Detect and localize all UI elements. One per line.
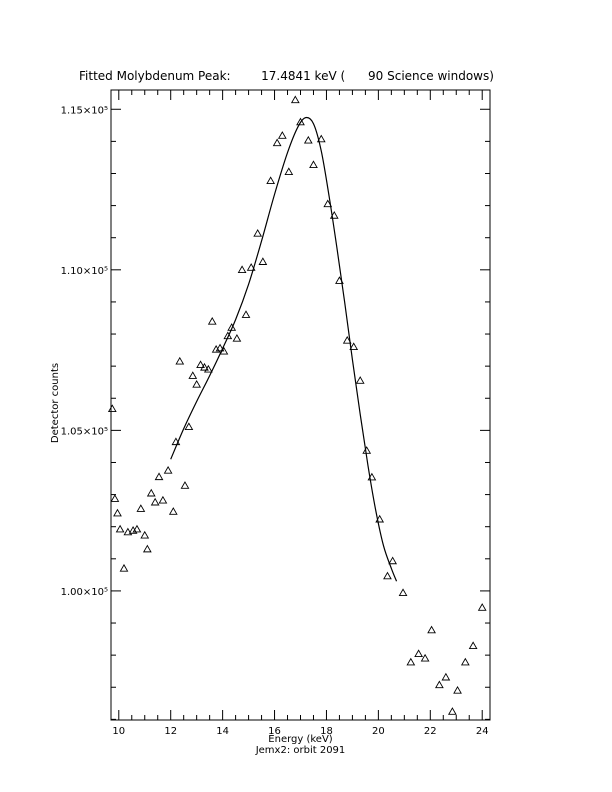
data-point bbox=[158, 495, 168, 504]
y-tick-label: 1.10×10⁵ bbox=[61, 266, 108, 277]
data-point bbox=[290, 95, 300, 104]
data-point bbox=[383, 571, 392, 580]
data-point bbox=[237, 265, 247, 273]
data-point bbox=[171, 437, 181, 446]
x-tick-label: 12 bbox=[164, 726, 177, 737]
chart-subtitle: Jemx2: orbit 2091 bbox=[255, 745, 346, 756]
data-point bbox=[447, 707, 457, 715]
data-point bbox=[215, 343, 225, 352]
data-point bbox=[223, 331, 233, 340]
data-point bbox=[132, 524, 142, 533]
x-tick-label: 16 bbox=[268, 726, 281, 737]
data-point bbox=[323, 199, 333, 208]
data-points bbox=[107, 95, 487, 715]
data-point bbox=[477, 603, 487, 611]
data-point bbox=[168, 507, 178, 515]
data-point bbox=[460, 657, 470, 666]
data-point bbox=[115, 524, 125, 533]
chart-title: Fitted Molybdenum Peak: 17.4841 keV ( 90… bbox=[79, 69, 494, 83]
x-tick-label: 24 bbox=[476, 726, 489, 737]
data-point bbox=[388, 556, 398, 565]
data-point bbox=[335, 276, 344, 284]
data-point bbox=[468, 641, 478, 649]
data-point bbox=[113, 508, 122, 517]
data-point bbox=[441, 672, 451, 681]
data-point bbox=[136, 504, 146, 512]
data-point bbox=[241, 310, 251, 318]
data-point bbox=[316, 134, 326, 143]
data-point bbox=[175, 356, 185, 365]
data-point bbox=[398, 588, 408, 596]
data-point bbox=[367, 472, 377, 481]
y-axis-label: Detector counts bbox=[50, 363, 61, 443]
data-point bbox=[119, 563, 129, 572]
data-point bbox=[107, 404, 117, 412]
data-point bbox=[435, 680, 444, 689]
data-point bbox=[427, 625, 436, 634]
data-point bbox=[200, 362, 209, 371]
data-point bbox=[246, 263, 256, 271]
data-point bbox=[188, 371, 198, 379]
data-point bbox=[180, 481, 190, 489]
x-tick-label: 18 bbox=[320, 726, 333, 737]
data-point bbox=[453, 685, 462, 694]
data-point bbox=[110, 494, 120, 502]
data-point bbox=[266, 176, 276, 185]
data-point bbox=[277, 131, 287, 139]
plot-frame bbox=[110, 89, 491, 721]
y-tick-label: 1.15×10⁵ bbox=[61, 105, 108, 116]
data-point bbox=[154, 472, 164, 481]
x-tick-label: 22 bbox=[424, 726, 437, 737]
y-tick-label: 1.00×10⁵ bbox=[61, 587, 108, 598]
data-point bbox=[142, 544, 152, 553]
fit-curve bbox=[170, 116, 398, 582]
data-point bbox=[184, 422, 194, 430]
data-point bbox=[342, 335, 352, 344]
data-point bbox=[296, 117, 305, 126]
y-tick-label: 1.05×10⁵ bbox=[61, 426, 108, 437]
data-point bbox=[163, 465, 173, 474]
data-point bbox=[303, 135, 313, 144]
data-point bbox=[414, 649, 423, 657]
data-point bbox=[272, 138, 282, 147]
data-point bbox=[146, 488, 156, 497]
data-point bbox=[355, 376, 365, 384]
data-point bbox=[232, 334, 242, 342]
data-point bbox=[140, 530, 150, 539]
y-axis: 1.00×10⁵ 1.05×10⁵ 1.10×10⁵ 1.15×10⁵ bbox=[61, 105, 490, 720]
x-tick-label: 14 bbox=[216, 726, 229, 737]
data-point bbox=[150, 497, 160, 506]
data-point bbox=[219, 346, 229, 355]
data-point bbox=[309, 160, 318, 168]
x-axis: 10 12 14 16 18 20 22 24 bbox=[112, 90, 489, 737]
data-point bbox=[375, 514, 385, 523]
data-point bbox=[420, 653, 430, 662]
data-point bbox=[329, 211, 339, 219]
data-point bbox=[196, 360, 205, 369]
data-point bbox=[192, 379, 202, 388]
data-point bbox=[123, 527, 133, 536]
data-point bbox=[258, 257, 268, 265]
data-point bbox=[406, 657, 416, 666]
data-point bbox=[253, 229, 263, 237]
data-point bbox=[227, 323, 237, 331]
x-axis-label: Energy (keV) bbox=[268, 734, 333, 745]
x-tick-label: 20 bbox=[372, 726, 385, 737]
data-point bbox=[362, 446, 372, 454]
data-point bbox=[284, 167, 294, 176]
data-point bbox=[349, 342, 359, 351]
x-tick-label: 10 bbox=[112, 726, 125, 737]
data-point bbox=[203, 364, 213, 373]
data-point bbox=[207, 317, 217, 325]
